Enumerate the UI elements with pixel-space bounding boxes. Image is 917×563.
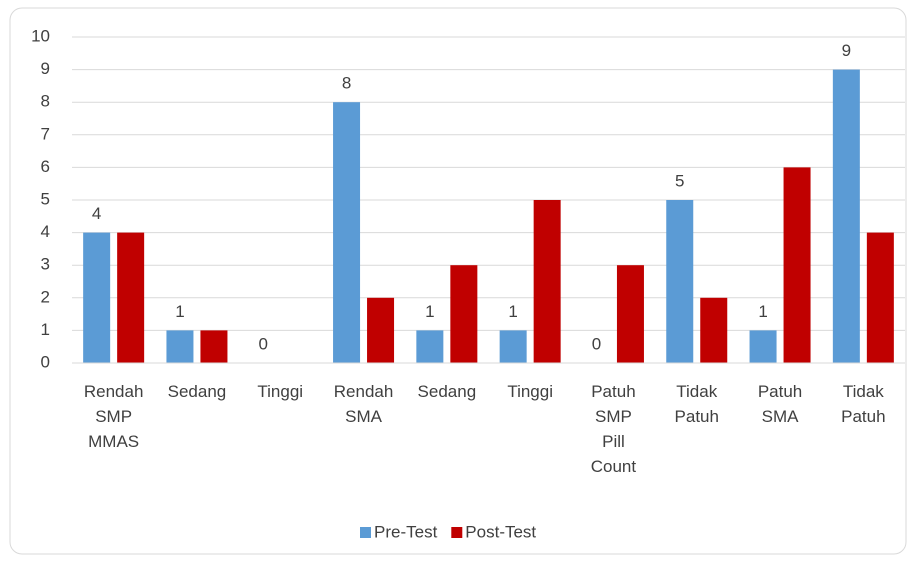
y-tick-label: 3 (41, 255, 50, 274)
bar (866, 232, 894, 363)
x-tick-label: Patuh SMA (758, 382, 802, 426)
data-label: 1 (758, 302, 767, 321)
x-tick-label: Tidak Patuh (841, 382, 885, 426)
bar (166, 330, 194, 363)
data-label: 0 (259, 334, 268, 353)
y-tick-label: 6 (41, 157, 50, 176)
bar (499, 330, 527, 363)
bar (749, 330, 777, 363)
y-tick-label: 0 (41, 352, 50, 371)
data-label: 5 (675, 171, 684, 190)
bar (666, 200, 694, 363)
bar (83, 232, 111, 363)
y-tick-label: 4 (41, 222, 50, 241)
y-tick-label: 8 (41, 92, 50, 111)
data-label: 8 (342, 74, 351, 93)
bar (783, 167, 811, 363)
bar (200, 330, 228, 363)
bar (533, 200, 561, 363)
x-tick-label: Tinggi (257, 382, 303, 401)
bar (616, 265, 644, 363)
x-tick-label: Tidak Patuh (675, 382, 719, 426)
legend-swatch (451, 527, 463, 538)
legend-label: Pre-Test (374, 522, 438, 541)
data-label: 1 (175, 302, 184, 321)
data-label: 0 (592, 334, 601, 353)
y-tick-label: 10 (31, 26, 50, 45)
y-tick-label: 2 (41, 287, 50, 306)
data-label: 1 (425, 302, 434, 321)
x-tick-label: Sedang (168, 382, 227, 401)
bar (416, 330, 444, 363)
x-tick-label: Sedang (418, 382, 477, 401)
y-tick-label: 7 (41, 124, 50, 143)
data-label: 4 (92, 204, 101, 223)
data-label: 1 (508, 302, 517, 321)
bar (367, 297, 395, 363)
y-tick-label: 1 (41, 320, 50, 339)
x-tick-label: Tinggi (507, 382, 553, 401)
bar (700, 297, 728, 363)
bar (117, 232, 145, 363)
legend-label: Post-Test (465, 522, 536, 541)
x-tick-label: Rendah SMA (334, 382, 394, 426)
x-tick-label: Rendah SMP MMAS (84, 382, 144, 451)
data-label: 9 (842, 41, 851, 60)
y-tick-label: 5 (41, 189, 50, 208)
bar (450, 265, 478, 363)
y-tick-label: 9 (41, 59, 50, 78)
x-tick-label: Patuh SMP Pill Count (591, 382, 637, 476)
bar (333, 102, 361, 363)
bar (832, 69, 860, 363)
legend-swatch (360, 527, 371, 538)
